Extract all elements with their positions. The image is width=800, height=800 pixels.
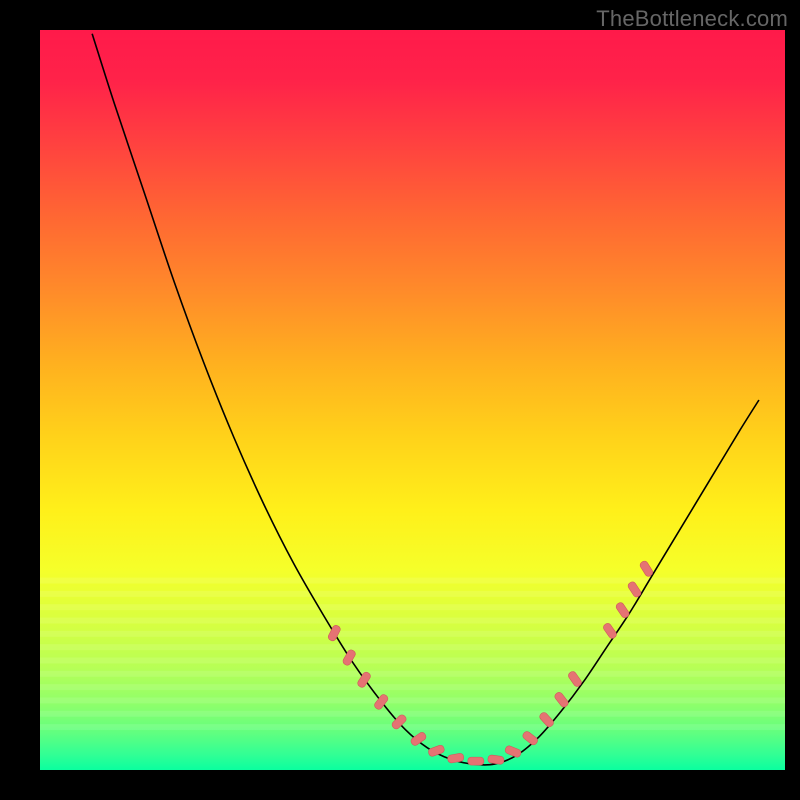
data-marker: [447, 753, 464, 764]
data-marker: [521, 730, 539, 746]
bottleneck-chart: TheBottleneck.com: [0, 0, 800, 800]
markers-layer: [0, 0, 800, 800]
data-marker: [410, 731, 428, 747]
data-marker: [356, 671, 371, 689]
data-marker: [427, 744, 445, 757]
data-marker: [327, 624, 341, 642]
data-marker: [468, 757, 484, 765]
data-marker: [567, 670, 583, 688]
data-marker: [342, 649, 357, 667]
data-marker: [615, 601, 631, 619]
data-marker: [602, 622, 618, 640]
data-marker: [627, 581, 642, 599]
data-marker: [487, 755, 504, 765]
data-marker: [391, 713, 408, 730]
data-marker: [504, 745, 522, 758]
data-marker: [538, 711, 555, 728]
data-marker: [639, 560, 654, 578]
watermark-text: TheBottleneck.com: [596, 6, 788, 32]
data-marker: [553, 691, 569, 709]
data-marker: [373, 693, 389, 711]
